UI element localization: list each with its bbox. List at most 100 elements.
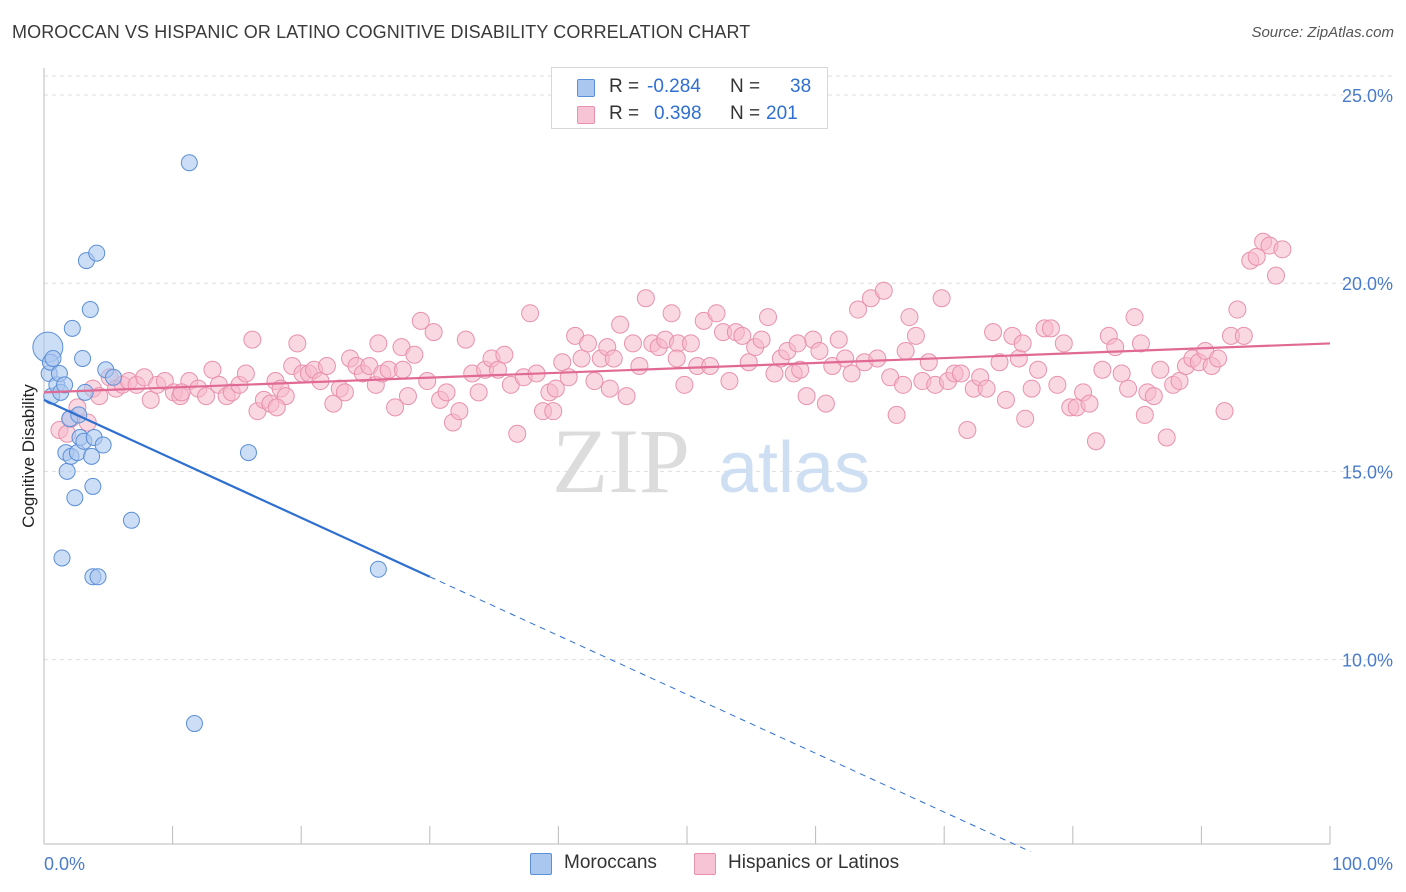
hispanic-point — [267, 398, 286, 417]
legend-n-value: 201 — [766, 103, 798, 124]
hispanic-point — [842, 364, 861, 383]
legend-n-label: N = — [730, 103, 761, 124]
hispanic-point — [203, 360, 222, 379]
hispanic-point — [1048, 375, 1067, 394]
legend-r-label: R = — [609, 103, 640, 124]
hispanic-point — [393, 360, 412, 379]
hispanic-point — [424, 323, 443, 342]
hispanic-point — [1125, 308, 1144, 327]
hispanic-point — [456, 330, 475, 349]
hispanic-point — [1013, 334, 1032, 353]
bottom-legend-swatch-hispanics — [694, 853, 716, 875]
x-tick-label: 100.0% — [1332, 854, 1393, 874]
y-tick-label: 20.0% — [1342, 274, 1393, 294]
hispanic-point — [1247, 247, 1266, 266]
hispanic-point — [990, 353, 1009, 372]
hispanic-point — [894, 375, 913, 394]
hispanic-point — [739, 353, 758, 372]
moroccan-point — [76, 383, 94, 401]
bottom-legend-swatch-moroccans — [530, 853, 552, 875]
legend-swatch-moroccan — [577, 79, 595, 97]
hispanic-point — [1135, 405, 1154, 424]
moroccan-point — [185, 715, 203, 733]
moroccan-trend-extension — [429, 576, 1031, 852]
hispanic-points — [50, 232, 1292, 451]
hispanic-point — [585, 372, 604, 391]
moroccan-point — [94, 436, 112, 454]
hispanic-point — [1131, 334, 1150, 353]
legend-r-value: 0.398 — [654, 103, 702, 124]
hispanic-trend-line — [43, 342, 1331, 394]
hispanic-point — [1119, 379, 1138, 398]
hispanic-point — [1106, 338, 1125, 357]
x-tick-labels: 0.0% 100.0% — [44, 854, 1393, 874]
hispanic-point — [1112, 364, 1131, 383]
moroccan-point — [88, 244, 106, 262]
hispanic-point — [324, 394, 343, 413]
hispanic-point — [788, 334, 807, 353]
hispanic-point — [662, 304, 681, 323]
hispanic-point — [335, 383, 354, 402]
hispanic-point — [797, 387, 816, 406]
legend-row-hispanic: R = 0.398 N = 201 — [552, 101, 827, 129]
hispanic-point — [197, 387, 216, 406]
hispanic-point — [996, 390, 1015, 409]
moroccan-points — [32, 154, 387, 733]
moroccan-point — [89, 568, 107, 586]
hispanic-point — [553, 353, 572, 372]
y-tick-labels: 10.0% 15.0% 20.0% 25.0% — [1342, 86, 1393, 671]
hispanic-point — [849, 300, 868, 319]
hispanic-point — [1157, 428, 1176, 447]
moroccan-point — [56, 376, 74, 394]
moroccan-point — [58, 462, 76, 480]
hispanic-point — [495, 345, 514, 364]
hispanic-point — [896, 341, 915, 360]
legend-swatch-hispanic — [577, 106, 595, 124]
bottom-legend-label-moroccans: Moroccans — [564, 852, 657, 873]
hispanic-point — [977, 379, 996, 398]
hispanic-point — [508, 424, 527, 443]
bottom-legend-label-hispanics: Hispanics or Latinos — [728, 852, 900, 873]
hispanic-point — [1080, 394, 1099, 413]
y-tick-label: 10.0% — [1342, 651, 1393, 671]
hispanic-point — [810, 341, 829, 360]
hispanic-point — [317, 356, 336, 375]
legend-r-label: R = — [609, 76, 640, 97]
y-tick-label: 25.0% — [1342, 86, 1393, 106]
hispanic-point — [141, 390, 160, 409]
hispanic-point — [675, 375, 694, 394]
moroccan-point — [81, 301, 99, 319]
hispanic-point — [733, 326, 752, 345]
hispanic-point — [411, 311, 430, 330]
hispanic-point — [1144, 387, 1163, 406]
axes — [43, 68, 1331, 845]
hispanic-point — [919, 353, 938, 372]
hispanic-point — [398, 387, 417, 406]
x-tick-label: 0.0% — [44, 854, 85, 874]
hispanic-point — [243, 330, 262, 349]
y-tick-label: 15.0% — [1342, 462, 1393, 482]
hispanic-point — [636, 289, 655, 308]
hispanic-point — [418, 372, 437, 391]
hispanic-point — [1151, 360, 1170, 379]
moroccan-point — [44, 349, 62, 367]
moroccan-point — [63, 319, 81, 337]
hispanic-point — [617, 387, 636, 406]
hispanic-point — [288, 334, 307, 353]
hispanic-point — [1215, 402, 1234, 421]
hispanic-point — [1009, 349, 1028, 368]
hispanic-point — [816, 394, 835, 413]
trend-lines — [43, 342, 1331, 852]
hispanic-point — [630, 356, 649, 375]
hispanic-point — [405, 345, 424, 364]
hispanic-point — [874, 281, 893, 300]
hispanic-point — [1266, 266, 1285, 285]
watermark: ZIP atlas — [552, 410, 870, 512]
hispanic-point — [958, 420, 977, 439]
hispanic-point — [951, 364, 970, 383]
hispanic-point — [369, 334, 388, 353]
legend-row-moroccan: R = -0.284 N = 38 — [552, 74, 827, 102]
hispanic-point — [932, 289, 951, 308]
moroccan-point — [122, 511, 140, 529]
